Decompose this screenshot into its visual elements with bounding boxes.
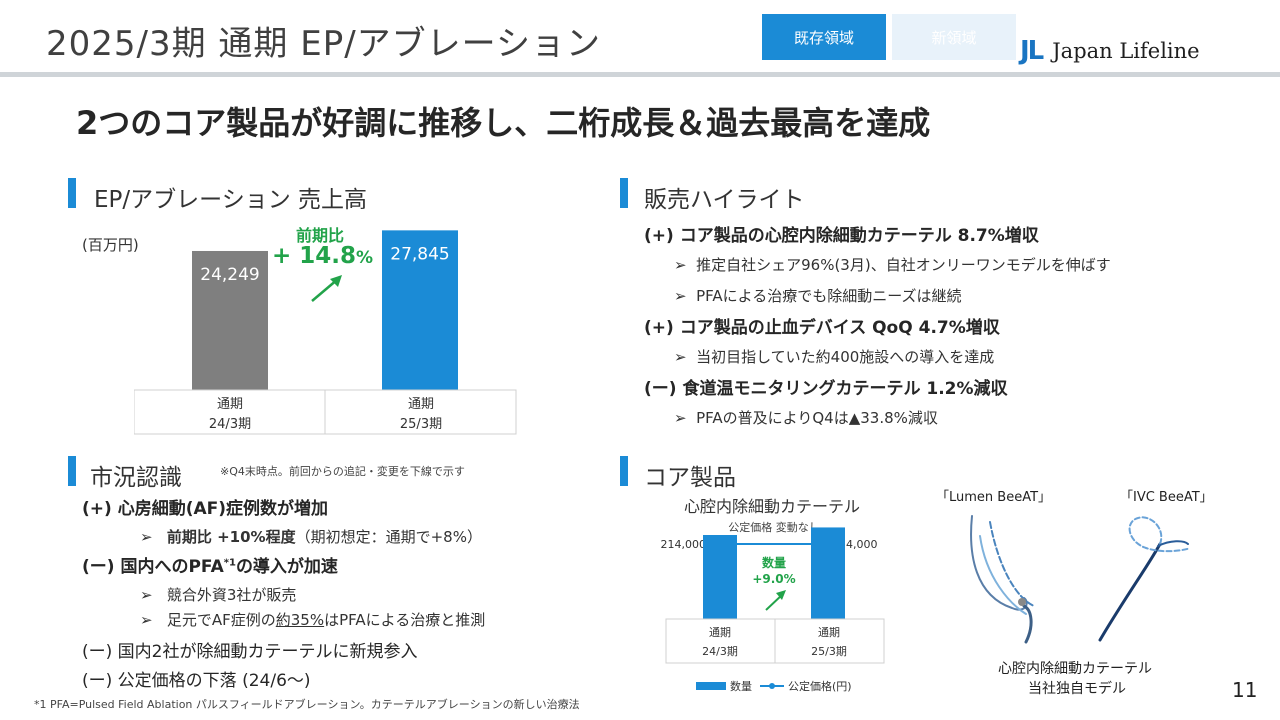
logo-text: Japan Lifeline [1052,39,1200,63]
growth-label: 前期比 [296,226,345,245]
highlight-sub-text: PFAによる治療でも除細動ニーズは継続 [696,287,962,305]
product-caption-2: 当社独自モデル [1028,681,1126,697]
lumen-beeat-catheter [970,515,1035,644]
market-sub-2-2: ➢ 足元でAF症例の約35%はPFAによる治療と推測 [140,609,485,630]
core-bar-chart: 公定価格 変動なし 214,000 214,000 数量 +9.0% 通期 24… [661,520,885,693]
section-marker [620,178,628,208]
growth-arrow-icon [311,275,342,302]
sales-value-label-25-3: 27,845 [390,244,449,264]
product-ivc-beeat: 「IVC BeeAT」 [1120,490,1213,505]
core-category-24-3-line2: 24/3期 [702,645,738,658]
market-item-1: (+) 心房細動(AF)症例数が増加 [82,499,329,519]
legend-qty-swatch [696,682,726,690]
highlight-item-1: (+) コア製品の心腔内除細動カテーテル 8.7%増収 [644,226,1039,246]
catheter-illustration [970,515,1191,644]
market-note: ※Q4末時点。前回からの追記・変更を下線で示す [220,465,465,478]
highlight-sub-1-1: ➢ 推定自社シェア96%(3月)、自社オンリーワンモデルを伸ばす [674,254,1111,275]
page-title: 2025/3期 通期 EP/アブレーション [46,24,601,64]
market-item-2: (ー) 国内へのPFA*1の導入が加速 [82,552,338,577]
page-number: 11 [1232,678,1258,702]
sales-category-label-25-3-line2: 25/3期 [400,417,442,432]
sales-category-label-24-3-line1: 通期 [217,397,243,412]
ivc-beeat-catheter [1098,516,1191,642]
qty-bar-25-3 [811,527,845,619]
header-divider [0,72,1280,77]
core-chart-title: 心腔内除細動カテーテル [684,497,861,516]
footnote-ref: *1 [223,557,236,569]
headline: 2つのコア製品が好調に推移し、二桁成長＆過去最高を達成 [76,104,931,142]
price-label-24-3: 214,000 [661,538,707,551]
growth-value: + 14.8% [272,243,373,269]
product-caption-1: 心腔内除細動カテーテル [998,661,1152,677]
qty-label: 数量 [762,555,786,570]
market-item-2-text-b: の導入が加速 [235,557,338,577]
market-sub-2-1: ➢ 競合外資3社が販売 [140,584,296,605]
market-item-2-text-a: (ー) 国内へのPFA [82,557,224,577]
legend-qty-label: 数量 [730,680,752,693]
bullet-arrow-icon: ➢ [674,287,697,305]
growth-suffix: % [356,248,374,268]
highlight-sub-text: PFAの普及によりQ4は▲33.8%減収 [696,409,938,427]
tab-existing-area[interactable]: 既存領域 [762,14,886,60]
bullet-arrow-icon: ➢ [140,528,167,546]
bullet-arrow-icon: ➢ [674,409,697,427]
core-category-24-3-line1: 通期 [709,626,731,639]
market-sub-underlined: 約35% [275,611,325,629]
growth-number: + 14.8 [272,243,357,269]
highlight-sub-3-1: ➢ PFAの普及によりQ4は▲33.8%減収 [674,407,938,428]
market-sub-bold: 前期比 +10%程度 [166,528,296,546]
qty-bar-24-3 [703,535,737,619]
core-category-25-3-line2: 25/3期 [811,645,847,658]
highlight-sub-text: 当初目指していた約400施設への導入を達成 [696,348,995,366]
sales-category-label-24-3-line2: 24/3期 [209,417,251,432]
bullet-arrow-icon: ➢ [674,256,697,274]
company-logo: JL Japan Lifeline [1020,36,1200,66]
legend-price-marker [769,683,775,689]
sales-bar-chart: 24,249 27,845 通期 24/3期 通期 25/3期 [134,230,517,435]
bullet-arrow-icon: ➢ [674,348,697,366]
section-marker [620,456,628,486]
sales-category-label-25-3-line1: 通期 [408,397,434,412]
market-item-4: (ー) 公定価格の下落 (24/6～) [82,671,311,691]
market-sub-text: はPFAによる治療と推測 [324,611,486,629]
sales-value-label-24-3: 24,249 [200,265,259,285]
highlight-sub-2-1: ➢ 当初目指していた約400施設への導入を達成 [674,346,994,367]
market-item-3: (ー) 国内2社が除細動カテーテルに新規参入 [82,642,418,662]
highlight-item-2: (+) コア製品の止血デバイス QoQ 4.7%増収 [644,318,1000,338]
logo-mark: JL [1020,36,1044,66]
bullet-arrow-icon: ➢ [140,611,167,629]
highlight-sub-1-2: ➢ PFAによる治療でも除細動ニーズは継続 [674,285,961,306]
sales-section-title: EP/アブレーション 売上高 [94,187,368,213]
market-sub-1-1: ➢ 前期比 +10%程度（期初想定：通期で+8%） [140,526,482,547]
section-marker [68,178,76,208]
qty-growth-value: +9.0% [752,572,795,586]
sales-unit-label: (百万円) [82,236,139,254]
bullet-arrow-icon: ➢ [140,586,167,604]
market-sub-rest: （期初想定：通期で+8%） [295,528,482,546]
market-title: 市況認識 [90,465,182,491]
sales-bar-24-3 [192,250,268,390]
highlight-item-3: (ー) 食道温モニタリングカテーテル 1.2%減収 [644,379,1008,399]
qty-growth-arrow-icon [765,590,786,611]
market-sub-text: 足元でAF症例の [166,611,276,629]
price-note: 公定価格 変動なし [728,520,820,534]
core-title: コア製品 [644,465,736,491]
sales-bar-25-3 [382,230,458,390]
footnote: *1 PFA=Pulsed Field Ablation パルスフィールドアブレ… [34,698,580,711]
core-category-25-3-line1: 通期 [818,626,840,639]
section-marker [68,456,76,486]
market-sub-text: 競合外資3社が販売 [166,586,297,604]
tab-new-area[interactable]: 新領域 [892,14,1016,60]
highlights-title: 販売ハイライト [644,187,805,213]
highlight-sub-text: 推定自社シェア96%(3月)、自社オンリーワンモデルを伸ばす [696,256,1111,274]
legend-price-label: 公定価格(円) [788,679,852,693]
product-lumen-beeat: 「Lumen BeeAT」 [936,490,1052,505]
